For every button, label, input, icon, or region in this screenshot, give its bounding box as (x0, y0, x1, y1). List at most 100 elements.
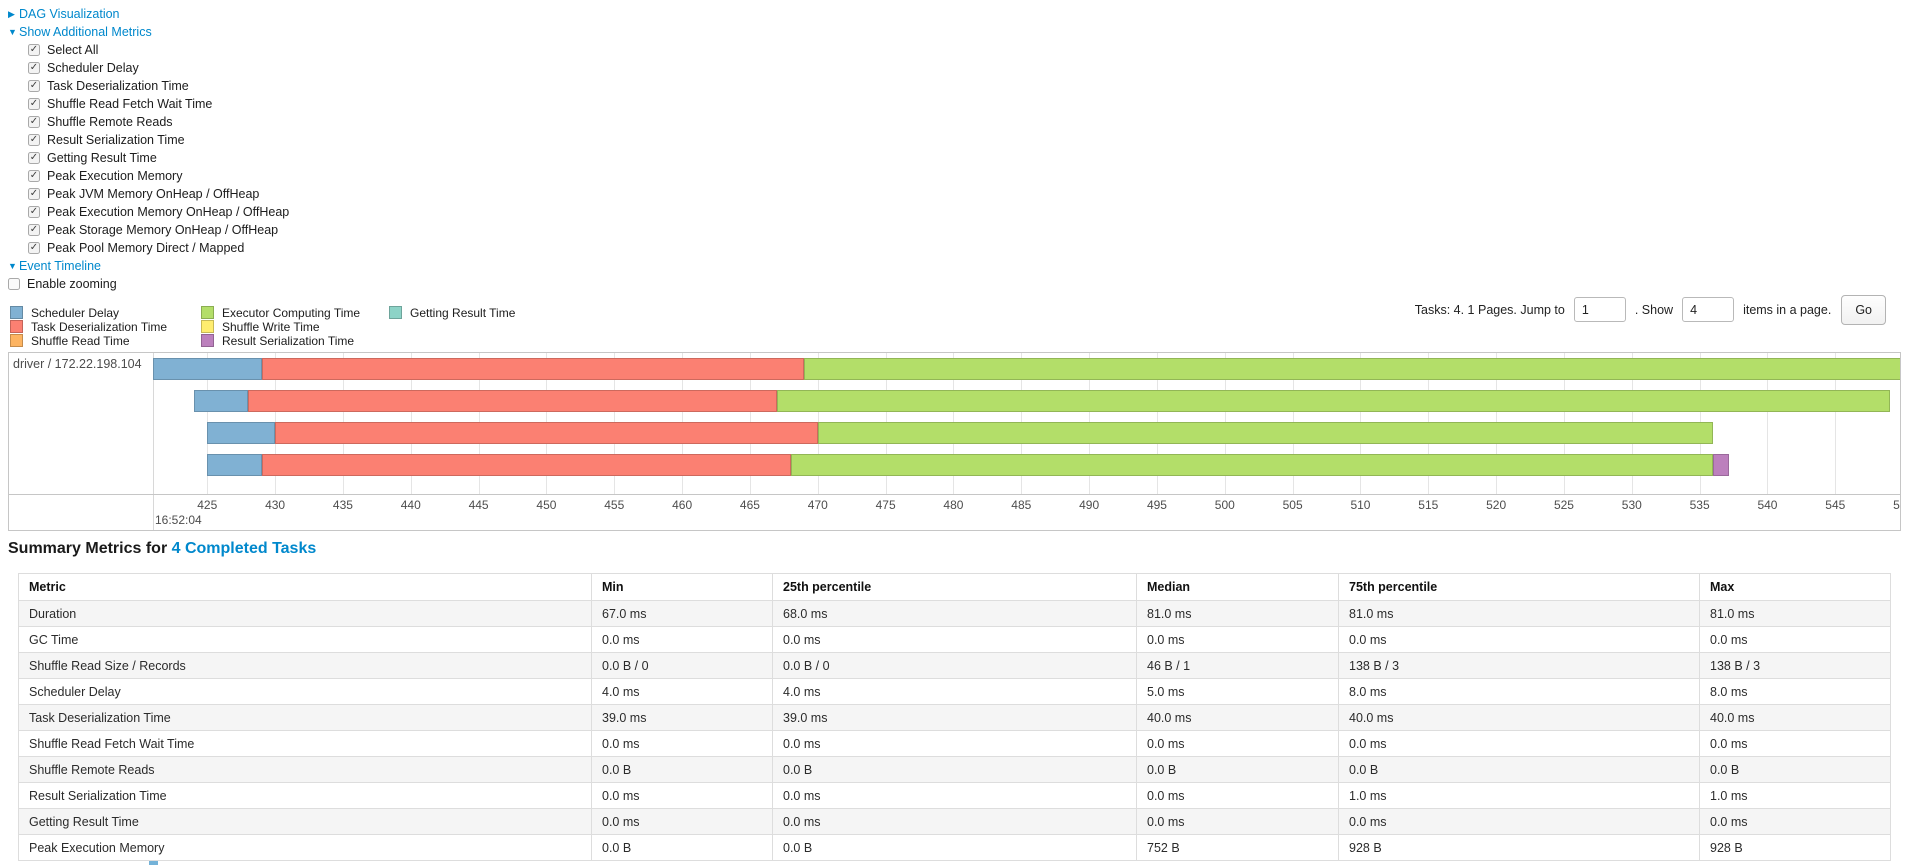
metric-peak-execution-memory-row: ✓ Peak Execution Memory (28, 167, 289, 185)
task-1-executor-computing-segment[interactable] (804, 358, 1900, 380)
task-4-result-serialization-segment[interactable] (1713, 454, 1730, 476)
metric-peak-jvm-memory-onheap-offheap-checkbox[interactable]: ✓ (28, 188, 40, 200)
result-serialization-swatch (201, 334, 214, 347)
value-cell: 0.0 ms (1338, 626, 1700, 653)
value-cell: 0.0 ms (1136, 808, 1339, 835)
axis-tick-label: 425 (197, 498, 218, 512)
metric-result-serialization-time-checkbox[interactable]: ✓ (28, 134, 40, 146)
value-cell: 4.0 ms (772, 678, 1137, 705)
task-4-executor-computing-segment[interactable] (790, 454, 1714, 476)
items-per-page-text: items in a page. (1743, 302, 1832, 317)
value-cell: 1.0 ms (1338, 782, 1700, 809)
metric-peak-pool-memory-direct-mapped-row: ✓ Peak Pool Memory Direct / Mapped (28, 239, 289, 257)
metric-peak-execution-memory-checkbox[interactable]: ✓ (28, 170, 40, 182)
event-timeline-row: ▼ Event Timeline (8, 257, 289, 275)
column-header: Median (1136, 573, 1339, 601)
task-4-task-deserialization-segment[interactable] (261, 454, 791, 476)
metric-scheduler-delay-label: Scheduler Delay (47, 61, 139, 75)
axis-tick-label: 490 (1079, 498, 1100, 512)
executor-group-label: driver / 172.22.198.104 (13, 357, 142, 371)
task-3-scheduler-delay-segment[interactable] (207, 422, 276, 444)
legend-item: Result Serialization Time (201, 334, 389, 348)
metric-peak-storage-memory-onheap-offheap-checkbox[interactable]: ✓ (28, 224, 40, 236)
value-cell: 0.0 ms (1136, 626, 1339, 653)
table-row: GC Time 0.0 ms 0.0 ms 0.0 ms 0.0 ms 0.0 ms (18, 626, 1891, 653)
show-additional-metrics-link[interactable]: Show Additional Metrics (19, 25, 152, 39)
column-header: 75th percentile (1338, 573, 1700, 601)
event-timeline-chart: driver / 172.22.198.104 425 430 435 440 445 4… (8, 352, 1901, 531)
legend-item: Executor Computing Time (201, 305, 389, 320)
legend-column: Getting Result Time (389, 306, 515, 348)
task-2-executor-computing-segment[interactable] (777, 390, 1890, 412)
task-4-scheduler-delay-segment[interactable] (207, 454, 262, 476)
metric-name-cell: GC Time (18, 626, 592, 653)
table-row: Result Serialization Time 0.0 ms 0.0 ms 0.0… (18, 782, 1891, 809)
axis-tick-label: 440 (400, 498, 421, 512)
table-row: Shuffle Read Size / Records 0.0 B / 0 0.0 … (18, 652, 1891, 679)
completed-tasks-link[interactable]: 4 Completed Tasks (171, 540, 317, 557)
axis-tick-label: 510 (1350, 498, 1371, 512)
task-2-scheduler-delay-segment[interactable] (193, 390, 248, 412)
task-1-scheduler-delay-segment[interactable] (153, 358, 262, 380)
event-timeline-link[interactable]: Event Timeline (19, 259, 101, 273)
table-row: Peak Execution Memory 0.0 B 0.0 B 752 B 928 … (18, 834, 1891, 861)
next-section-partial (149, 861, 158, 865)
value-cell: 0.0 ms (772, 808, 1137, 835)
metric-peak-storage-memory-onheap-offheap-row: ✓ Peak Storage Memory OnHeap / OffHeap (28, 221, 289, 239)
task-3-executor-computing-segment[interactable] (817, 422, 1714, 444)
items-per-page-input[interactable] (1682, 297, 1735, 322)
metric-result-serialization-time-label: Result Serialization Time (47, 133, 185, 147)
executor-computing-swatch (201, 306, 214, 319)
value-cell: 40.0 ms (1136, 704, 1339, 731)
value-cell: 39.0 ms (591, 704, 773, 731)
axis-tick-label: 470 (807, 498, 828, 512)
enable-zooming-checkbox[interactable] (8, 278, 20, 290)
dag-visualization-link[interactable]: DAG Visualization (19, 7, 120, 21)
metric-shuffle-remote-reads-checkbox[interactable]: ✓ (28, 116, 40, 128)
jump-to-page-input[interactable] (1573, 297, 1626, 322)
value-cell: 5.0 ms (1136, 678, 1339, 705)
metric-shuffle-read-fetch-wait-time-checkbox[interactable]: ✓ (28, 98, 40, 110)
metric-peak-execution-memory-onheap-offheap-checkbox[interactable]: ✓ (28, 206, 40, 218)
dag-visualization-row: ▶ DAG Visualization (8, 5, 289, 23)
metric-peak-jvm-memory-onheap-offheap-label: Peak JVM Memory OnHeap / OffHeap (47, 187, 260, 201)
value-cell: 138 B / 3 (1338, 652, 1700, 679)
metric-shuffle-remote-reads-label: Shuffle Remote Reads (47, 115, 173, 129)
task-2-task-deserialization-segment[interactable] (247, 390, 778, 412)
chevron-down-icon: ▼ (8, 27, 17, 37)
legend-label: Executor Computing Time (222, 305, 361, 320)
task-3-task-deserialization-segment[interactable] (275, 422, 818, 444)
metric-select-all-row: ✓ Select All (28, 41, 289, 59)
task-1-task-deserialization-segment[interactable] (261, 358, 805, 380)
scheduler-delay-swatch (10, 306, 23, 319)
axis-gridline (1835, 353, 1837, 494)
table-row: Task Deserialization Time 39.0 ms 39.0 ms 4… (18, 704, 1891, 731)
show-additional-metrics-row: ▼ Show Additional Metrics (8, 23, 289, 41)
value-cell: 39.0 ms (772, 704, 1137, 731)
axis-tick-label: 525 (1553, 498, 1574, 512)
metric-task-deserialization-time-label: Task Deserialization Time (47, 79, 189, 93)
legend-label: Shuffle Write Time (222, 319, 320, 334)
table-head: Metric Min 25th percentile Median 75th perce… (18, 573, 1891, 601)
metric-select-all-checkbox[interactable]: ✓ (28, 44, 40, 56)
metric-getting-result-time-checkbox[interactable]: ✓ (28, 152, 40, 164)
summary-title-text: Summary Metrics for (8, 540, 172, 557)
axis-tick-label: 520 (1486, 498, 1507, 512)
metric-scheduler-delay-checkbox[interactable]: ✓ (28, 62, 40, 74)
column-header: Metric (18, 573, 592, 601)
legend-label: Task Deserialization Time (31, 319, 168, 334)
value-cell: 0.0 B (1136, 756, 1339, 783)
go-button[interactable]: Go (1841, 294, 1886, 325)
table-row: Shuffle Read Fetch Wait Time 0.0 ms 0.0 ms… (18, 730, 1891, 757)
value-cell: 928 B (1338, 834, 1700, 861)
axis-tick-label: 460 (672, 498, 693, 512)
metric-peak-pool-memory-direct-mapped-checkbox[interactable]: ✓ (28, 242, 40, 254)
metric-task-deserialization-time-checkbox[interactable]: ✓ (28, 80, 40, 92)
axis-tick-label: 505 (1282, 498, 1303, 512)
metric-scheduler-delay-row: ✓ Scheduler Delay (28, 59, 289, 77)
axis-tick-label: 550 (1893, 498, 1900, 512)
value-cell: 0.0 ms (1699, 626, 1891, 653)
value-cell: 0.0 ms (1136, 782, 1339, 809)
x-axis-line (9, 494, 1900, 495)
